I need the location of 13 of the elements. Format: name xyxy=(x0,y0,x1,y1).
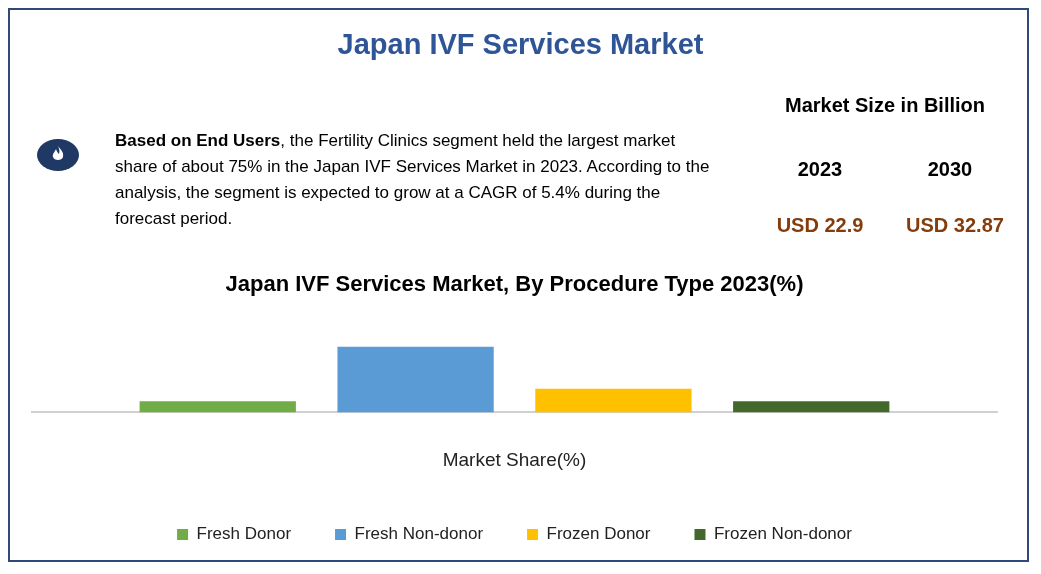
text: 2030 xyxy=(926,158,974,181)
legend-label: Fresh Non-donor xyxy=(354,524,484,544)
text: Based on End Users xyxy=(115,131,281,150)
text: Japan IVF Services Market xyxy=(336,28,705,61)
chart-title: Japan IVF Services Market, By Procedure Type 2023(%) xyxy=(225,271,804,297)
legend-label: Frozen Non-donor xyxy=(713,524,853,544)
text: 2023 xyxy=(796,158,844,181)
legend-label: Frozen Donor xyxy=(546,524,651,544)
text: USD 22.9 xyxy=(775,214,865,237)
x-axis-title: Market Share(%) xyxy=(442,448,587,470)
text: Market Size in Billion xyxy=(783,94,986,117)
text: USD 32.87 xyxy=(905,214,1005,237)
legend-label: Fresh Donor xyxy=(196,524,292,544)
